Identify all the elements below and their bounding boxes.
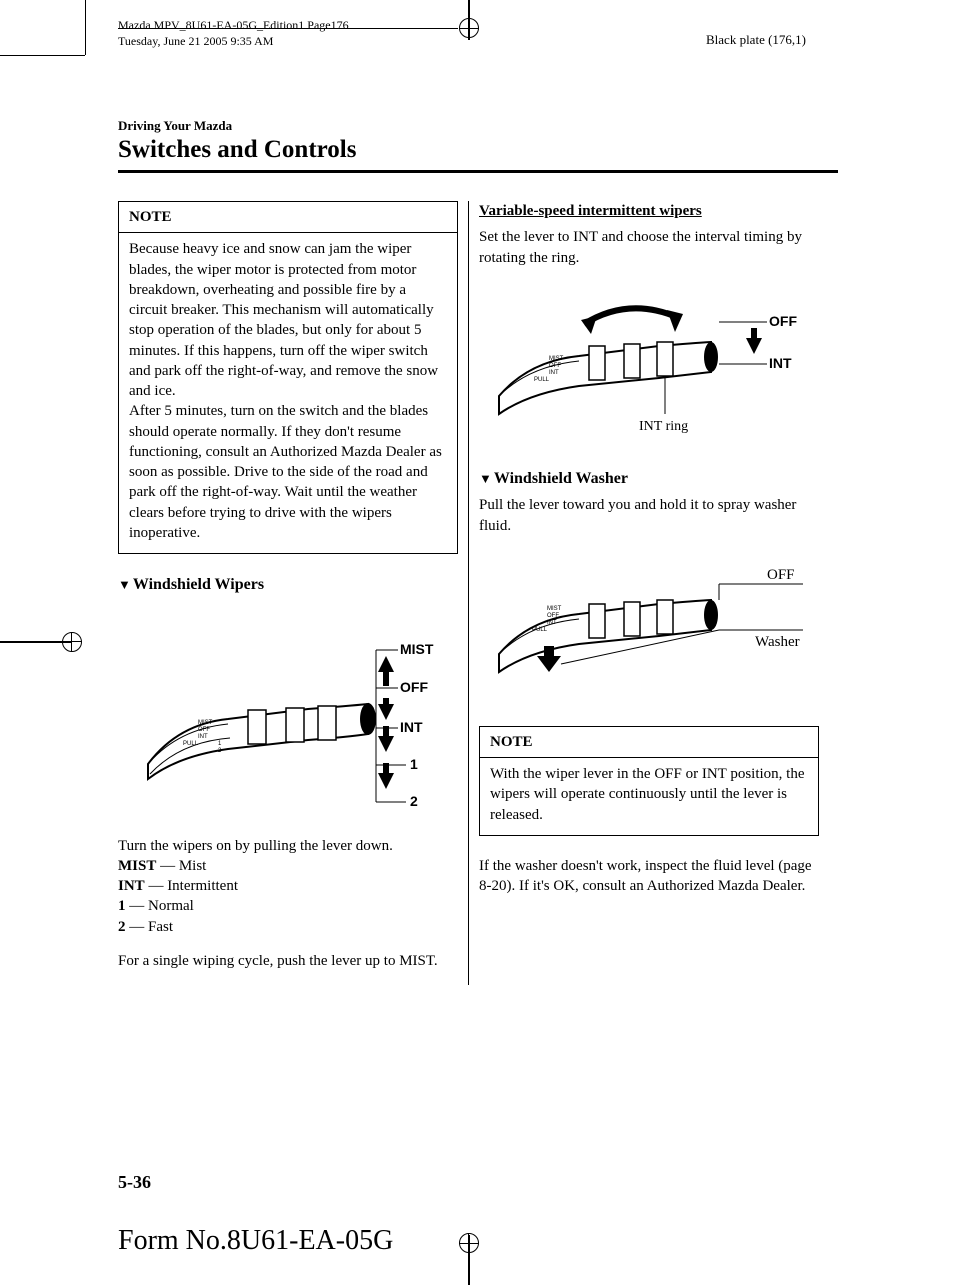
turn-on-text: Turn the wipers on by pulling the lever … — [118, 836, 458, 856]
int-ring-caption: INT ring — [639, 419, 688, 434]
label-2: 2 — [410, 793, 418, 809]
svg-text:INT: INT — [198, 734, 208, 740]
registration-mark — [459, 1243, 479, 1244]
svg-text:OFF: OFF — [549, 363, 561, 369]
print-info: Mazda MPV_8U61-EA-05G_Edition1 Page176 T… — [118, 18, 349, 49]
section-title: Switches and Controls — [118, 136, 838, 164]
label-int: INT — [400, 719, 423, 735]
plate-info: Black plate (176,1) — [706, 32, 806, 48]
registration-mark — [62, 641, 82, 642]
def-row: 1 ― Normal — [118, 896, 458, 916]
label-washer: Washer — [755, 634, 800, 650]
wiper-lever-diagram: MIST OFF INT PULL 1 2 MIST OFF INT 1 2 — [118, 614, 458, 814]
label-off: OFF — [769, 313, 797, 329]
print-line1: Mazda MPV_8U61-EA-05G_Edition1 Page176 — [118, 18, 349, 34]
label-mist: MIST — [400, 641, 434, 657]
svg-text:INT: INT — [547, 620, 557, 626]
label-off: OFF — [767, 567, 795, 583]
right-column: Variable-speed intermittent wipers Set t… — [469, 201, 819, 985]
svg-text:OFF: OFF — [547, 613, 559, 619]
registration-mark — [71, 632, 72, 652]
chapter-label: Driving Your Mazda — [118, 118, 838, 134]
crop-mark — [0, 55, 85, 56]
def-row: INT ― Intermittent — [118, 876, 458, 896]
note-box: NOTE With the wiper lever in the OFF or … — [479, 726, 819, 836]
wiper-definitions: Turn the wipers on by pulling the lever … — [118, 836, 458, 937]
note-body: With the wiper lever in the OFF or INT p… — [480, 758, 818, 835]
def-row: MIST ― Mist — [118, 856, 458, 876]
left-column: NOTE Because heavy ice and snow can jam … — [118, 201, 468, 985]
single-cycle-text: For a single wiping cycle, push the leve… — [118, 951, 458, 971]
int-ring-diagram: MIST OFF INT PULL OFF INT — [479, 286, 819, 446]
print-line2: Tuesday, June 21 2005 9:35 AM — [118, 34, 349, 50]
crop-mark — [85, 0, 86, 55]
label-off: OFF — [400, 679, 428, 695]
two-column-layout: NOTE Because heavy ice and snow can jam … — [118, 201, 838, 985]
svg-text:MIST: MIST — [549, 356, 564, 362]
note-title: NOTE — [480, 727, 818, 758]
washer-body: Pull the lever toward you and hold it to… — [479, 495, 819, 536]
label-int: INT — [769, 355, 792, 371]
svg-text:OFF: OFF — [198, 727, 210, 733]
svg-text:PULL: PULL — [534, 377, 550, 383]
svg-text:PULL: PULL — [532, 627, 548, 633]
wipers-heading: Windshield Wipers — [118, 574, 458, 596]
note-title: NOTE — [119, 202, 457, 233]
washer-footer-para: If the washer doesn't work, inspect the … — [479, 856, 819, 897]
page-content: Driving Your Mazda Switches and Controls… — [118, 118, 838, 985]
note-box: NOTE Because heavy ice and snow can jam … — [118, 201, 458, 554]
variable-speed-heading: Variable-speed intermittent wipers — [479, 201, 819, 221]
form-number: Form No.8U61-EA-05G — [118, 1225, 393, 1257]
note-body: Because heavy ice and snow can jam the w… — [119, 233, 457, 553]
svg-text:INT: INT — [549, 370, 559, 376]
def-row: 2 ― Fast — [118, 917, 458, 937]
washer-heading: Windshield Washer — [479, 468, 819, 490]
washer-diagram: MIST OFF INT PULL OFF Washer — [479, 554, 819, 704]
svg-text:MIST: MIST — [547, 606, 562, 612]
svg-text:MIST: MIST — [198, 720, 213, 726]
section-rule — [118, 170, 838, 173]
registration-mark — [62, 632, 82, 652]
svg-text:PULL: PULL — [183, 741, 199, 747]
variable-speed-body: Set the lever to INT and choose the inte… — [479, 227, 819, 268]
registration-mark — [459, 28, 479, 29]
page-number: 5-36 — [118, 1172, 151, 1193]
label-1: 1 — [410, 756, 418, 772]
